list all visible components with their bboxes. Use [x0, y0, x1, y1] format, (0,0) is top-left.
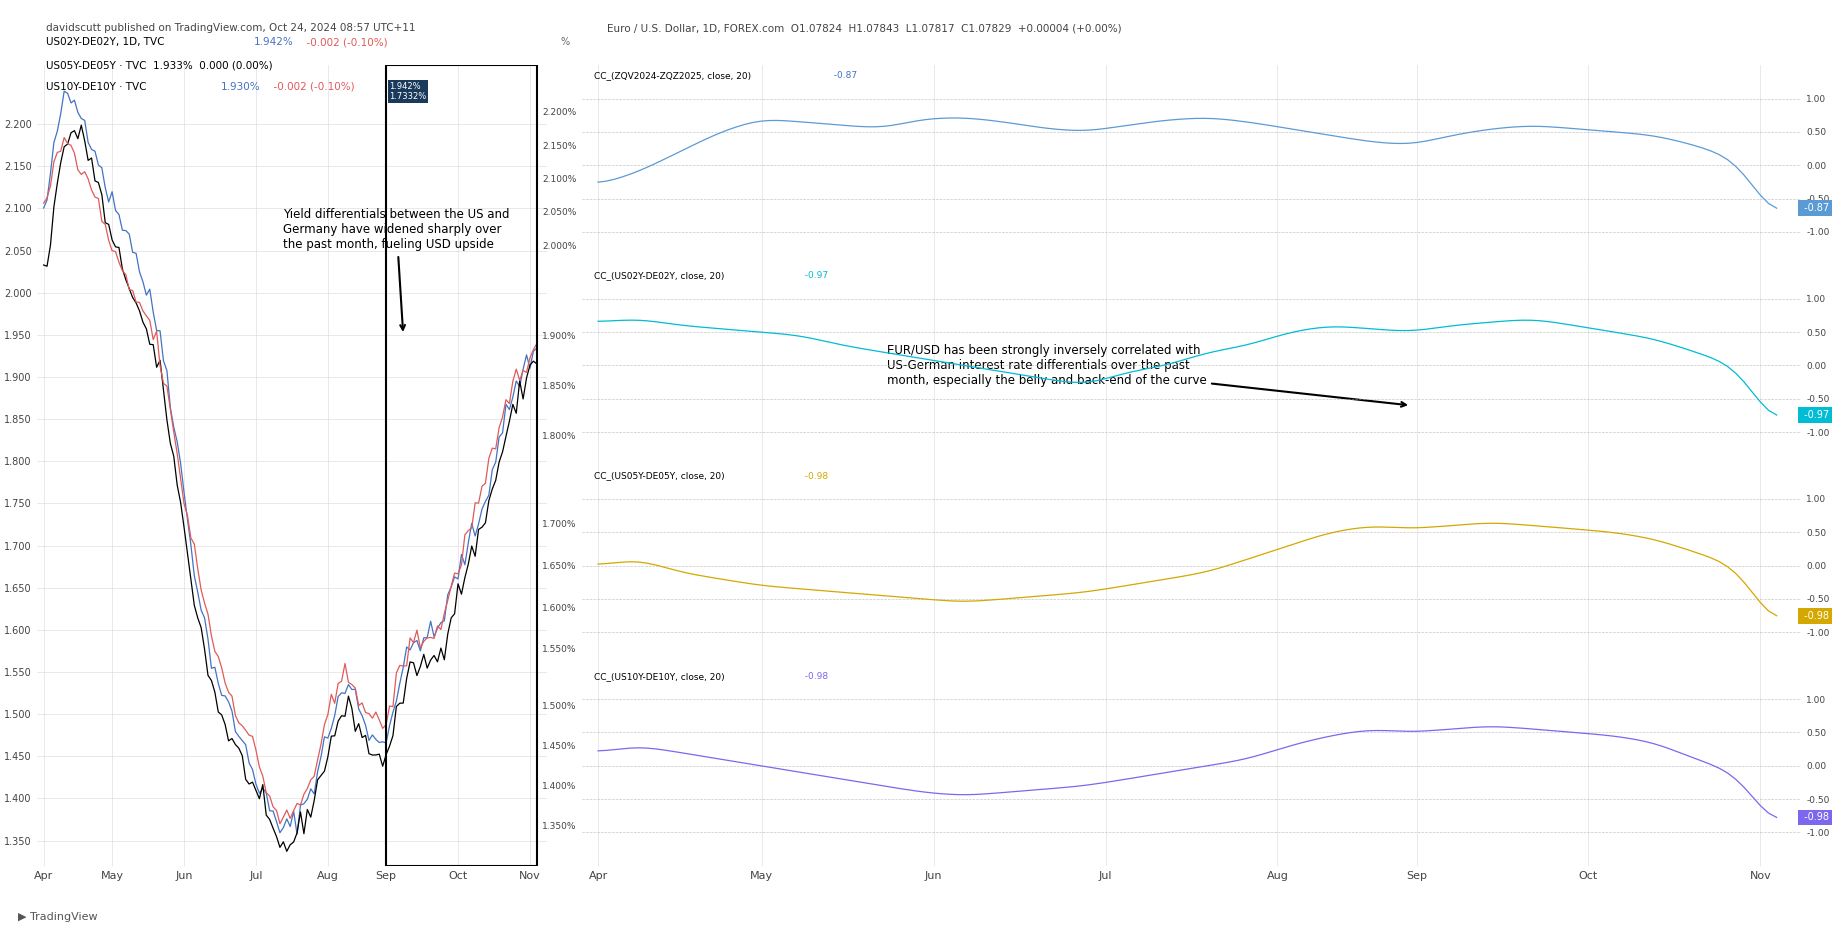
Text: -0.98: -0.98	[800, 671, 827, 681]
Text: -0.98: -0.98	[1801, 611, 1829, 621]
Text: davidscutt published on TradingView.com, Oct 24, 2024 08:57 UTC+11: davidscutt published on TradingView.com,…	[46, 23, 415, 34]
Text: ▶ TradingView: ▶ TradingView	[18, 911, 97, 922]
Text: 1.942%: 1.942%	[254, 37, 294, 47]
Text: US02Y-DE02Y, 1D, TVC: US02Y-DE02Y, 1D, TVC	[46, 37, 171, 47]
Text: -0.87: -0.87	[1801, 203, 1829, 213]
Text: US05Y-DE05Y · TVC  1.933%  0.000 (0.00%): US05Y-DE05Y · TVC 1.933% 0.000 (0.00%)	[46, 61, 272, 71]
Text: EUR/USD has been strongly inversely correlated with
US-German interest rate diff: EUR/USD has been strongly inversely corr…	[886, 344, 1406, 407]
Text: -0.002 (-0.10%): -0.002 (-0.10%)	[267, 82, 355, 92]
Bar	[386, 65, 537, 866]
Text: -0.97: -0.97	[800, 271, 827, 280]
Text: -0.98: -0.98	[1801, 813, 1829, 822]
Text: -0.002 (-0.10%): -0.002 (-0.10%)	[300, 37, 388, 47]
Text: 1.942%
1.7332%: 1.942% 1.7332%	[390, 82, 426, 101]
Text: CC_(US02Y-DE02Y, close, 20): CC_(US02Y-DE02Y, close, 20)	[594, 271, 728, 280]
Text: CC_(US10Y-DE10Y, close, 20): CC_(US10Y-DE10Y, close, 20)	[594, 671, 728, 681]
Text: 1.930%: 1.930%	[221, 82, 261, 92]
Text: US10Y-DE10Y · TVC: US10Y-DE10Y · TVC	[46, 82, 153, 92]
Text: CC_(US05Y-DE05Y, close, 20): CC_(US05Y-DE05Y, close, 20)	[594, 471, 728, 480]
Text: -0.97: -0.97	[1801, 410, 1829, 420]
Text: -0.87: -0.87	[829, 71, 857, 80]
Text: CC_(ZQV2024-ZQZ2025, close, 20): CC_(ZQV2024-ZQZ2025, close, 20)	[594, 71, 754, 80]
Text: %: %	[561, 37, 570, 47]
Text: -0.98: -0.98	[800, 471, 827, 480]
Text: Euro / U.S. Dollar, 1D, FOREX.com  O1.07824  H1.07843  L1.07817  C1.07829  +0.00: Euro / U.S. Dollar, 1D, FOREX.com O1.078…	[607, 23, 1121, 34]
Text: Yield differentials between the US and
Germany have widened sharply over
the pas: Yield differentials between the US and G…	[283, 209, 509, 330]
